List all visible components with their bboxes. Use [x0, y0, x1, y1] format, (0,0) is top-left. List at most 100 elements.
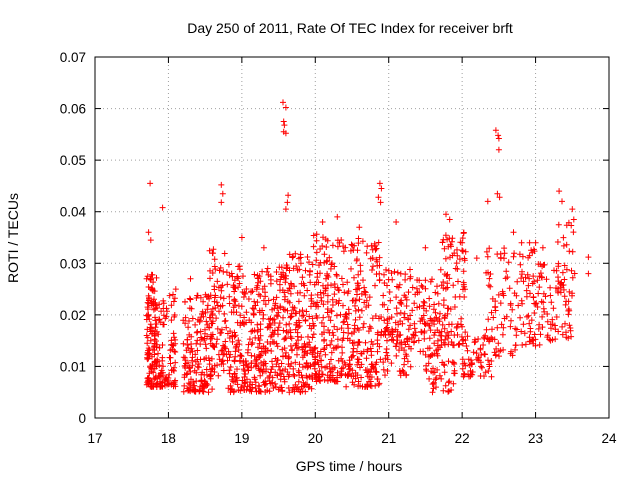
- data-point: [170, 298, 177, 305]
- data-point: [416, 277, 423, 284]
- data-point: [410, 339, 417, 346]
- data-point: [156, 316, 163, 323]
- data-point: [315, 361, 322, 368]
- data-point: [515, 302, 522, 309]
- data-point: [422, 351, 429, 358]
- data-point: [411, 325, 418, 332]
- data-point: [324, 372, 331, 379]
- data-point: [415, 337, 422, 344]
- data-point: [483, 326, 490, 333]
- data-point: [313, 249, 320, 256]
- data-point: [501, 245, 508, 252]
- data-point: [450, 282, 457, 289]
- data-point: [445, 388, 452, 395]
- data-point: [294, 333, 301, 340]
- data-point: [453, 260, 460, 267]
- data-point: [430, 385, 437, 392]
- data-point: [317, 259, 324, 266]
- data-point: [171, 312, 178, 318]
- data-point: [246, 317, 253, 324]
- x-tick-label: 21: [381, 431, 396, 446]
- data-point: [152, 374, 159, 381]
- data-point: [427, 278, 434, 285]
- data-point: [298, 372, 305, 379]
- data-point: [492, 304, 499, 311]
- data-point: [488, 334, 495, 341]
- data-point: [492, 298, 499, 305]
- data-points: [143, 99, 592, 396]
- data-point: [371, 242, 378, 249]
- data-point: [340, 319, 347, 326]
- data-point: [397, 341, 403, 347]
- data-point: [510, 253, 517, 260]
- data-point: [264, 339, 271, 345]
- data-point: [306, 271, 313, 278]
- data-point: [342, 244, 349, 251]
- data-point: [440, 387, 447, 394]
- data-point: [534, 277, 541, 284]
- data-point: [431, 321, 438, 328]
- data-point: [168, 317, 175, 324]
- data-point: [199, 369, 206, 376]
- data-point: [185, 380, 192, 387]
- data-point: [236, 341, 243, 348]
- data-point: [338, 275, 345, 282]
- data-point: [200, 298, 207, 305]
- data-point: [191, 367, 198, 374]
- data-point: [512, 342, 519, 349]
- data-point: [158, 373, 165, 380]
- data-point: [446, 216, 453, 223]
- data-point: [565, 298, 572, 305]
- data-point: [333, 272, 340, 279]
- data-point: [367, 345, 374, 352]
- data-point: [321, 329, 327, 336]
- data-point: [288, 313, 295, 320]
- data-point: [243, 309, 250, 316]
- data-point: [344, 279, 351, 286]
- data-point: [322, 364, 329, 371]
- data-point: [257, 372, 264, 379]
- data-point: [287, 314, 294, 321]
- data-point: [230, 309, 237, 316]
- data-point: [314, 274, 321, 281]
- data-point: [318, 363, 325, 370]
- data-point: [288, 360, 295, 367]
- data-point: [552, 326, 559, 333]
- data-point: [459, 235, 466, 242]
- data-point: [229, 338, 236, 345]
- data-point: [457, 239, 464, 246]
- data-point: [326, 254, 333, 261]
- data-point: [316, 367, 323, 374]
- data-point: [502, 275, 509, 282]
- data-point: [226, 354, 233, 361]
- data-point: [194, 347, 201, 354]
- data-point: [320, 314, 327, 321]
- data-point: [560, 242, 567, 249]
- data-point: [492, 351, 499, 358]
- data-point: [517, 314, 524, 321]
- data-point: [194, 328, 201, 335]
- data-point: [221, 318, 228, 325]
- data-point: [147, 383, 154, 390]
- data-point: [257, 326, 264, 333]
- y-tick-label: 0.03: [60, 256, 86, 271]
- data-point: [373, 368, 380, 375]
- data-point: [321, 376, 328, 383]
- data-point: [549, 321, 556, 328]
- data-point: [470, 349, 477, 356]
- data-point: [314, 314, 321, 321]
- data-point: [497, 300, 504, 307]
- data-point: [383, 346, 390, 352]
- data-point: [381, 280, 388, 286]
- data-point: [461, 360, 468, 367]
- data-point: [200, 388, 207, 395]
- data-point: [426, 353, 432, 360]
- data-point: [385, 267, 392, 274]
- data-point: [374, 348, 381, 355]
- data-point: [331, 323, 338, 330]
- data-point: [143, 332, 150, 339]
- data-point: [531, 331, 538, 338]
- data-point: [443, 272, 450, 279]
- data-point: [207, 267, 213, 274]
